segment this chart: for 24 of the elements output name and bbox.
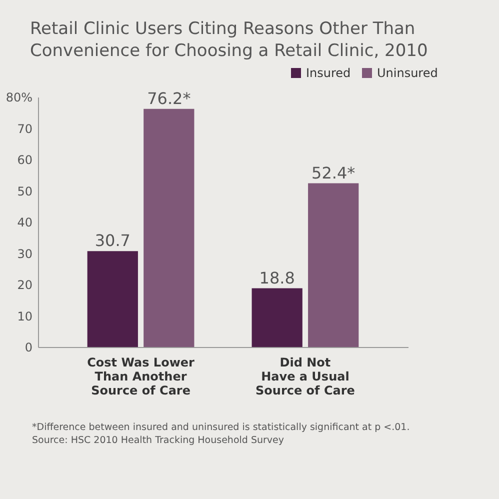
y-tick-label: 70 bbox=[17, 122, 32, 136]
text: *Difference between insured and uninsured is statistically significant at p <.01. bbox=[32, 421, 411, 434]
y-tick-label: 30 bbox=[17, 246, 32, 261]
x-tick-label: Did Not Have a Usual Source of Care bbox=[256, 356, 355, 398]
chart-title: Retail Clinic Users Citing Reasons Other Than Convenience for Choosing a Retail Clinic, 2010 bbox=[29, 18, 429, 62]
source-note: Source: HSC 2010 Health Tracking Household Survey bbox=[32, 434, 285, 448]
bar bbox=[252, 288, 302, 348]
y-tick-label: 60 bbox=[17, 153, 32, 168]
legend-label: Uninsured bbox=[377, 66, 438, 80]
legend-label: Insured bbox=[306, 66, 351, 80]
bar bbox=[308, 183, 359, 348]
y-tick-label: 50 bbox=[17, 184, 32, 198]
data-label: 76.2* bbox=[147, 89, 191, 108]
y-tick-label: 40 bbox=[17, 216, 32, 230]
data-label: 18.8 bbox=[259, 268, 295, 288]
y-tick-label: 80% bbox=[6, 90, 32, 105]
x-tick-label: Cost Was Lower Than Another Source of Care bbox=[87, 356, 195, 398]
y-tick-label: 0 bbox=[24, 340, 32, 355]
y-tick-label: 10 bbox=[17, 309, 32, 324]
y-tick-label: 20 bbox=[17, 278, 32, 292]
data-label: 30.7 bbox=[94, 231, 130, 250]
bar bbox=[87, 251, 138, 348]
data-label: 52.4* bbox=[312, 163, 356, 182]
bar bbox=[144, 109, 194, 348]
